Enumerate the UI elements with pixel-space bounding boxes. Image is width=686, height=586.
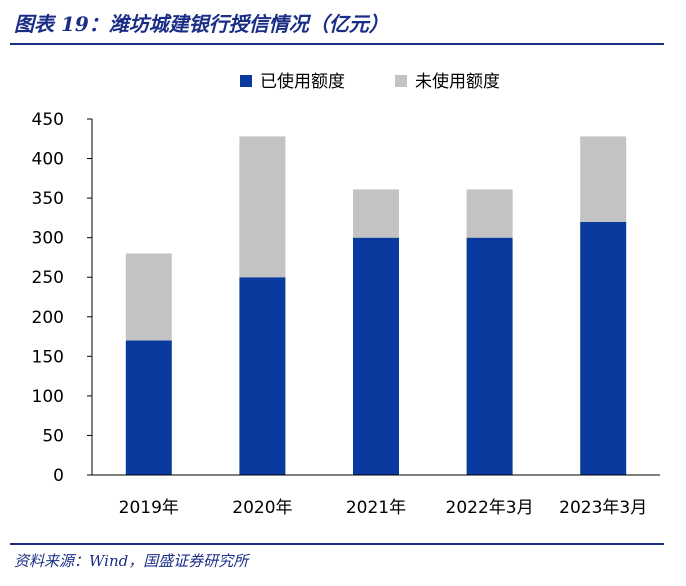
bar-used <box>466 237 513 475</box>
bar-series <box>125 136 627 475</box>
bar-used <box>239 277 286 475</box>
x-tick-label: 2021年 <box>346 498 406 518</box>
footer-rule <box>10 543 664 545</box>
source-note: 资料来源：Wind，国盛证券研究所 <box>14 552 249 570</box>
bar-unused <box>353 189 399 238</box>
x-tick-label: 2023年3月 <box>559 498 647 518</box>
title-rule <box>10 43 664 45</box>
y-tick-label: 350 <box>32 189 64 209</box>
legend-swatch <box>395 75 407 87</box>
y-tick-label: 250 <box>32 268 64 288</box>
bar-used <box>580 221 627 475</box>
y-tick-label: 200 <box>32 308 64 328</box>
stacked-bar-chart: 已使用额度 未使用额度 0 50 100 150 200 250 300 350 400 450 2… <box>32 71 660 518</box>
figure-title: 图表 19：潍坊城建银行授信情况（亿元） <box>14 12 389 36</box>
y-tick-label: 450 <box>32 110 64 130</box>
x-axis: 2019年 2020年 2021年 2022年3月 2023年3月 <box>92 474 660 518</box>
x-tick-label: 2019年 <box>119 498 179 518</box>
bar-used <box>125 340 172 475</box>
bar-unused <box>125 253 172 341</box>
y-tick-label: 400 <box>32 150 64 170</box>
bar-unused <box>580 136 627 222</box>
bar-unused <box>466 189 513 238</box>
bar-used <box>353 237 399 475</box>
y-tick-label: 150 <box>32 347 64 367</box>
legend-label: 未使用额度 <box>415 71 500 92</box>
y-tick-label: 50 <box>42 426 64 446</box>
y-tick-label: 300 <box>32 229 64 249</box>
legend-swatch <box>240 75 252 87</box>
y-axis: 0 50 100 150 200 250 300 350 400 450 <box>32 110 93 486</box>
bar-unused <box>239 136 286 278</box>
x-tick-label: 2022年3月 <box>446 498 534 518</box>
y-tick-label: 100 <box>32 387 64 407</box>
y-tick-label: 0 <box>53 466 64 486</box>
legend-label: 已使用额度 <box>260 71 345 92</box>
chart-legend: 已使用额度 未使用额度 <box>240 71 500 92</box>
x-tick-label: 2020年 <box>232 498 292 518</box>
